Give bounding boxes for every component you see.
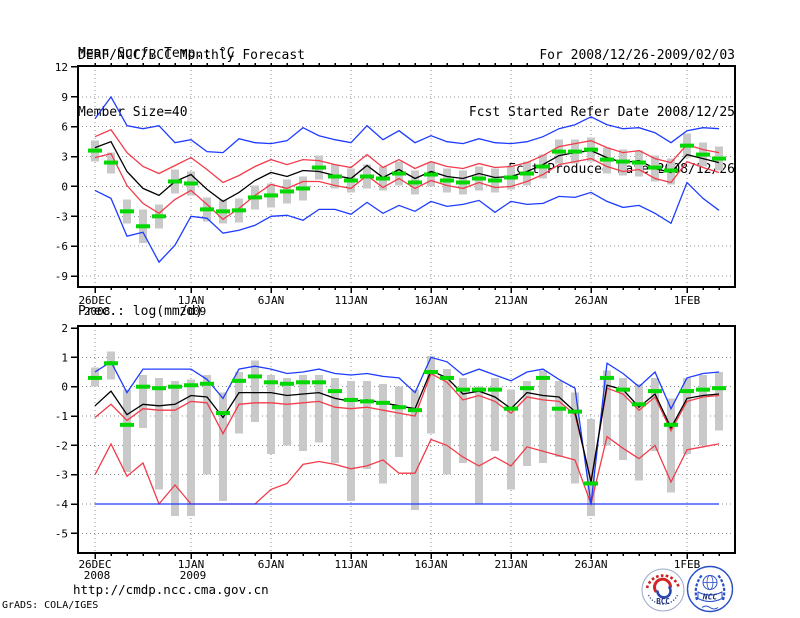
ncc-logo-waves	[701, 605, 719, 610]
member-size-label: Member Size=40	[78, 105, 188, 120]
svg-text:0: 0	[61, 180, 68, 193]
y-axis-labels: 12 9 6 3 0 -3 -6 -9	[55, 61, 68, 283]
svg-text:26JAN: 26JAN	[574, 294, 607, 307]
svg-text:2: 2	[61, 322, 68, 335]
bcc-logo-top-arc-text	[645, 574, 681, 589]
fcst-started-label: Fcst Started Refer Date 2008/12/25	[468, 105, 735, 120]
svg-text:11JAN: 11JAN	[334, 558, 367, 571]
svg-text:-3: -3	[55, 469, 68, 482]
svg-text:2008: 2008	[84, 569, 111, 580]
observation-dashes	[88, 361, 726, 486]
svg-text:26DEC: 26DEC	[78, 558, 111, 571]
ncc-logo-left-wreath	[694, 574, 703, 601]
ncc-logo-text: NCC	[702, 593, 718, 602]
svg-text:26DEC: 26DEC	[78, 294, 111, 307]
svg-text:1FEB: 1FEB	[674, 558, 701, 571]
svg-text:-4: -4	[55, 498, 69, 511]
gridlines	[78, 66, 735, 287]
svg-text:21JAN: 21JAN	[494, 294, 527, 307]
svg-text:21JAN: 21JAN	[494, 558, 527, 571]
svg-text:1JAN: 1JAN	[178, 558, 205, 571]
bcc-logo-text: BCC	[656, 597, 670, 606]
svg-text:6JAN: 6JAN	[258, 558, 285, 571]
svg-text:26JAN: 26JAN	[574, 558, 607, 571]
svg-text:-9: -9	[55, 270, 68, 283]
ensemble-mean-line	[94, 140, 720, 203]
ncc-logo-right-wreath	[717, 574, 726, 601]
svg-text:1: 1	[61, 351, 68, 364]
svg-text:0: 0	[61, 381, 68, 394]
svg-text:16JAN: 16JAN	[414, 294, 447, 307]
svg-text:2009: 2009	[180, 305, 207, 318]
red-upper-line	[94, 372, 720, 481]
y-axis-labels: 2 1 0 -1 -2 -3 -4 -5	[55, 322, 69, 540]
source-url: http://cmdp.ncc.cma.gov.cn	[73, 582, 269, 597]
red-lower-line	[94, 152, 720, 221]
svg-text:2008: 2008	[84, 305, 111, 318]
forecast-max-line	[94, 356, 720, 505]
ncc-logo: NCC	[686, 565, 734, 613]
svg-text:1JAN: 1JAN	[178, 294, 205, 307]
axis-ticks	[71, 63, 720, 293]
bcc-logo-red-swirl	[653, 577, 672, 593]
svg-text:-2: -2	[55, 439, 68, 452]
ncc-logo-banner	[697, 591, 723, 602]
svg-text:6JAN: 6JAN	[258, 294, 285, 307]
forecast-max-line	[94, 95, 720, 154]
spread-bars	[91, 351, 723, 516]
bcc-logo-bottom-arc-text	[647, 594, 679, 605]
forecast-min-line	[94, 181, 720, 264]
observation-dashes	[88, 143, 726, 229]
svg-text:3: 3	[61, 151, 68, 164]
bcc-logo-blue-swirl	[656, 586, 672, 599]
svg-text:-5: -5	[55, 527, 68, 540]
precipitation-panel-title: Prec.: log(mm/d)	[78, 304, 204, 319]
svg-text:1FEB: 1FEB	[674, 294, 701, 307]
header-left: DERF/NCC/BCC Monthly Forecast Member Siz…	[78, 8, 305, 141]
svg-text:6: 6	[61, 121, 68, 134]
svg-text:-6: -6	[55, 240, 68, 253]
red-upper-line	[94, 128, 720, 184]
svg-text:16JAN: 16JAN	[414, 558, 447, 571]
plot-frame	[77, 65, 736, 288]
page-title: DERF/NCC/BCC Monthly Forecast	[78, 48, 305, 63]
ensemble-mean-line	[94, 369, 720, 483]
svg-text:-3: -3	[55, 210, 68, 223]
svg-text:12: 12	[55, 61, 68, 74]
svg-text:11JAN: 11JAN	[334, 294, 367, 307]
forecast-range-label: For 2008/12/26-2009/02/03	[539, 48, 735, 63]
bcc-logo: BCC	[641, 568, 685, 612]
svg-text:2009: 2009	[180, 569, 207, 580]
axis-ticks	[71, 323, 720, 559]
grads-credit: GrADS: COLA/IGES	[2, 600, 99, 611]
plot-frame	[77, 325, 736, 554]
svg-text:-1: -1	[55, 410, 68, 423]
temperature-panel-title: Mean Surf. Temp.: °C	[78, 46, 235, 61]
svg-text:9: 9	[61, 91, 68, 104]
